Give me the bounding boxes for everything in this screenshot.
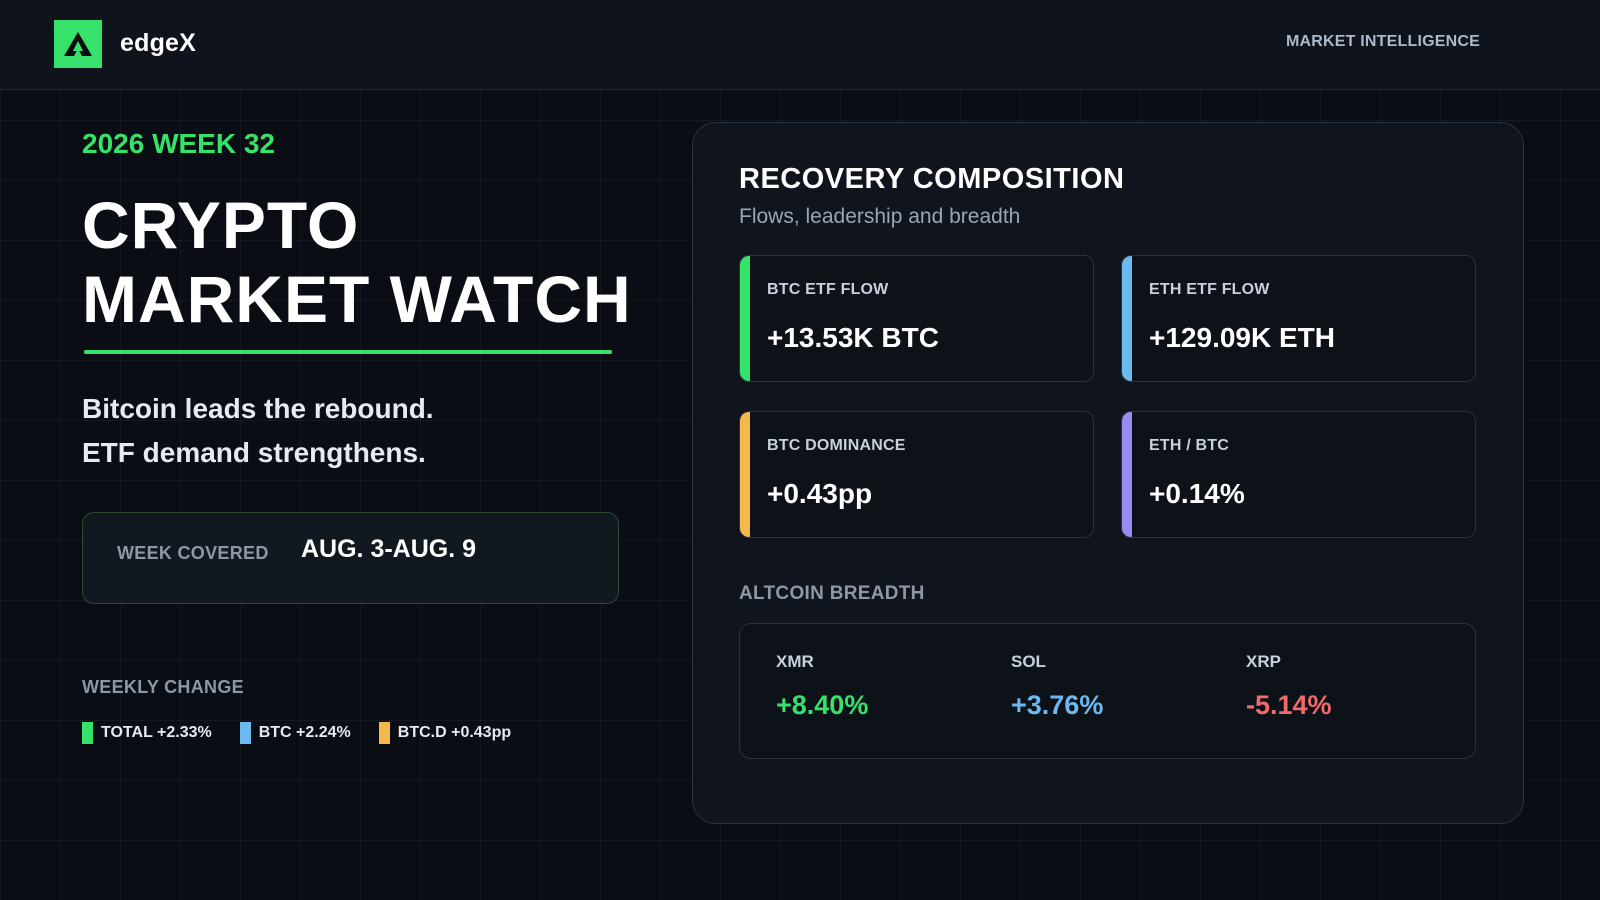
breadth-value: -5.14% — [1246, 690, 1332, 720]
metric-accent-bar — [1122, 256, 1132, 381]
altcoin-breadth-box: XMR +8.40% SOL +3.76% XRP -5.14% — [739, 623, 1476, 759]
metric-card-btc-dominance: BTC DOMINANCE +0.43pp — [739, 411, 1094, 538]
panel-subtitle: Flows, leadership and breadth — [739, 205, 1021, 228]
metric-value: +0.14% — [1149, 478, 1245, 509]
weekly-change-legend: TOTAL +2.33% BTC +2.24% BTC.D +0.43pp — [82, 721, 539, 745]
title-line-1: CRYPTO — [82, 188, 360, 262]
tagline: Bitcoin leads the rebound. ETF demand st… — [82, 387, 434, 475]
breadth-item-xmr: XMR +8.40% — [776, 652, 868, 721]
tagline-line-1: Bitcoin leads the rebound. — [82, 393, 434, 424]
week-covered-label: WEEK COVERED — [117, 543, 269, 563]
breadth-symbol: SOL — [1011, 652, 1046, 671]
recovery-composition-panel: RECOVERY COMPOSITION Flows, leadership a… — [692, 122, 1524, 824]
header-section-label: MARKET INTELLIGENCE — [1286, 33, 1481, 50]
metric-accent-bar — [740, 256, 750, 381]
tagline-line-2: ETF demand strengthens. — [82, 437, 426, 468]
breadth-symbol: XRP — [1246, 652, 1281, 671]
brand-name[interactable]: edgeX — [120, 29, 197, 57]
weekly-change-label: WEEKLY CHANGE — [82, 677, 244, 697]
legend-item-total: TOTAL +2.33% — [82, 722, 212, 744]
edgex-logo-icon[interactable] — [54, 20, 102, 68]
metric-value: +13.53K BTC — [767, 322, 939, 353]
metric-value: +129.09K ETH — [1149, 322, 1335, 353]
week-covered-box: WEEK COVERED AUG. 3-AUG. 9 — [82, 512, 619, 604]
breadth-item-sol: SOL +3.76% — [1011, 652, 1103, 721]
metric-label: BTC ETF FLOW — [767, 281, 889, 298]
week-label: 2026 WEEK 32 — [82, 128, 275, 159]
page-title: CRYPTO MARKET WATCH — [82, 188, 632, 336]
altcoin-breadth-label: ALTCOIN BREADTH — [739, 583, 925, 604]
metric-accent-bar — [740, 412, 750, 537]
breadth-symbol: XMR — [776, 652, 814, 671]
legend-text: TOTAL +2.33% — [101, 724, 212, 741]
legend-text: BTC.D +0.43pp — [397, 724, 512, 741]
metric-label: ETH ETF FLOW — [1149, 281, 1270, 298]
title-line-2: MARKET WATCH — [82, 262, 632, 336]
breadth-value: +3.76% — [1011, 690, 1104, 720]
breadth-item-xrp: XRP -5.14% — [1246, 652, 1332, 721]
metric-card-eth-btc: ETH / BTC +0.14% — [1121, 411, 1476, 538]
metric-label: BTC DOMINANCE — [767, 437, 906, 454]
metric-label: ETH / BTC — [1149, 437, 1230, 454]
legend-swatch — [82, 722, 93, 744]
panel-title: RECOVERY COMPOSITION — [739, 163, 1125, 195]
metric-card-btc-etf-flow: BTC ETF FLOW +13.53K BTC — [739, 255, 1094, 382]
legend-item-btc: BTC +2.24% — [239, 722, 351, 744]
title-underline — [84, 350, 612, 354]
legend-swatch — [239, 722, 251, 744]
top-bar: edgeX MARKET INTELLIGENCE — [0, 0, 1600, 90]
metric-card-eth-etf-flow: ETH ETF FLOW +129.09K ETH — [1121, 255, 1476, 382]
legend-swatch — [378, 722, 390, 744]
week-covered-value: AUG. 3-AUG. 9 — [301, 535, 477, 563]
legend-text: BTC +2.24% — [258, 724, 351, 741]
legend-item-btc-dominance: BTC.D +0.43pp — [378, 722, 512, 744]
metric-accent-bar — [1122, 412, 1132, 537]
metric-value: +0.43pp — [767, 478, 873, 509]
breadth-value: +8.40% — [776, 690, 869, 720]
